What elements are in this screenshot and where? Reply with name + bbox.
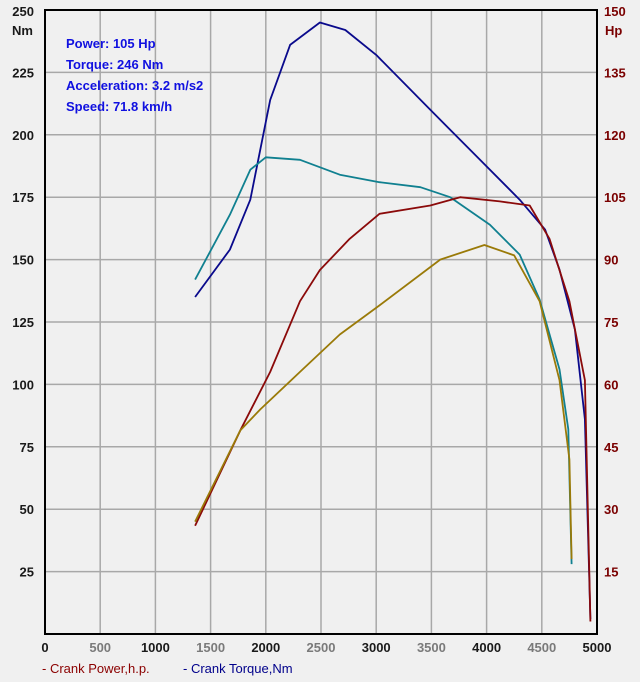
info-torque: Torque: 246 Nm: [66, 57, 163, 72]
right-axis-ticks: 15 30 45 60 75 90 105 120 135 150: [604, 4, 626, 580]
x-tick-label: 1000: [141, 640, 170, 655]
x-tick-label: 2500: [307, 640, 336, 655]
x-tick-label: 3000: [362, 640, 391, 655]
right-tick-label: 30: [604, 502, 618, 517]
legend-crank-power: - Crank Power,h.p.: [42, 661, 150, 676]
x-axis-ticks: 0 500 1000 1500 2000 2500 3000 3500 4000 4500 5000: [41, 640, 611, 655]
right-tick-label: 15: [604, 565, 618, 580]
left-tick-label: 225: [12, 65, 34, 80]
series-line-power-2: [194, 244, 573, 560]
info-box: Power: 105 Hp Torque: 246 Nm Acceleratio…: [66, 36, 203, 114]
info-speed: Speed: 71.8 km/h: [66, 99, 172, 114]
series-line-crank-torque-nm: [194, 21, 592, 620]
x-tick-label: 2000: [251, 640, 280, 655]
x-tick-label: 4500: [527, 640, 556, 655]
left-tick-label: 250: [12, 4, 34, 19]
right-tick-label: 150: [604, 4, 626, 19]
left-axis-ticks: 25 50 75 100 125 150 175 200 225 250: [12, 4, 34, 580]
right-tick-label: 60: [604, 377, 618, 392]
info-acceleration: Acceleration: 3.2 m/s2: [66, 78, 203, 93]
plot-frame: [44, 9, 598, 635]
series-line-crank-power-h-p-: [194, 196, 592, 622]
left-tick-label: 75: [20, 440, 34, 455]
left-tick-label: 100: [12, 377, 34, 392]
left-tick-label: 50: [20, 502, 34, 517]
right-tick-label: 135: [604, 65, 626, 80]
x-tick-label: 3500: [417, 640, 446, 655]
right-tick-label: 90: [604, 253, 618, 268]
series-line-torque-2: [194, 156, 573, 565]
right-tick-label: 75: [604, 315, 618, 330]
right-tick-label: 120: [604, 128, 626, 143]
x-tick-label: 500: [89, 640, 111, 655]
left-axis-unit: Nm: [12, 23, 33, 38]
left-tick-label: 125: [12, 315, 34, 330]
x-tick-label: 1500: [196, 640, 225, 655]
grid: [45, 10, 597, 634]
left-tick-label: 175: [12, 190, 34, 205]
right-axis-unit: Hp: [605, 23, 622, 38]
x-tick-label: 5000: [583, 640, 612, 655]
x-tick-label: 0: [41, 640, 48, 655]
legend-crank-torque: - Crank Torque,Nm: [183, 661, 293, 676]
info-power: Power: 105 Hp: [66, 36, 156, 51]
x-tick-label: 4000: [472, 640, 501, 655]
series-lines: [194, 21, 592, 622]
left-tick-label: 200: [12, 128, 34, 143]
left-tick-label: 150: [12, 253, 34, 268]
right-tick-label: 45: [604, 440, 618, 455]
right-tick-label: 105: [604, 190, 626, 205]
left-tick-label: 25: [20, 565, 34, 580]
